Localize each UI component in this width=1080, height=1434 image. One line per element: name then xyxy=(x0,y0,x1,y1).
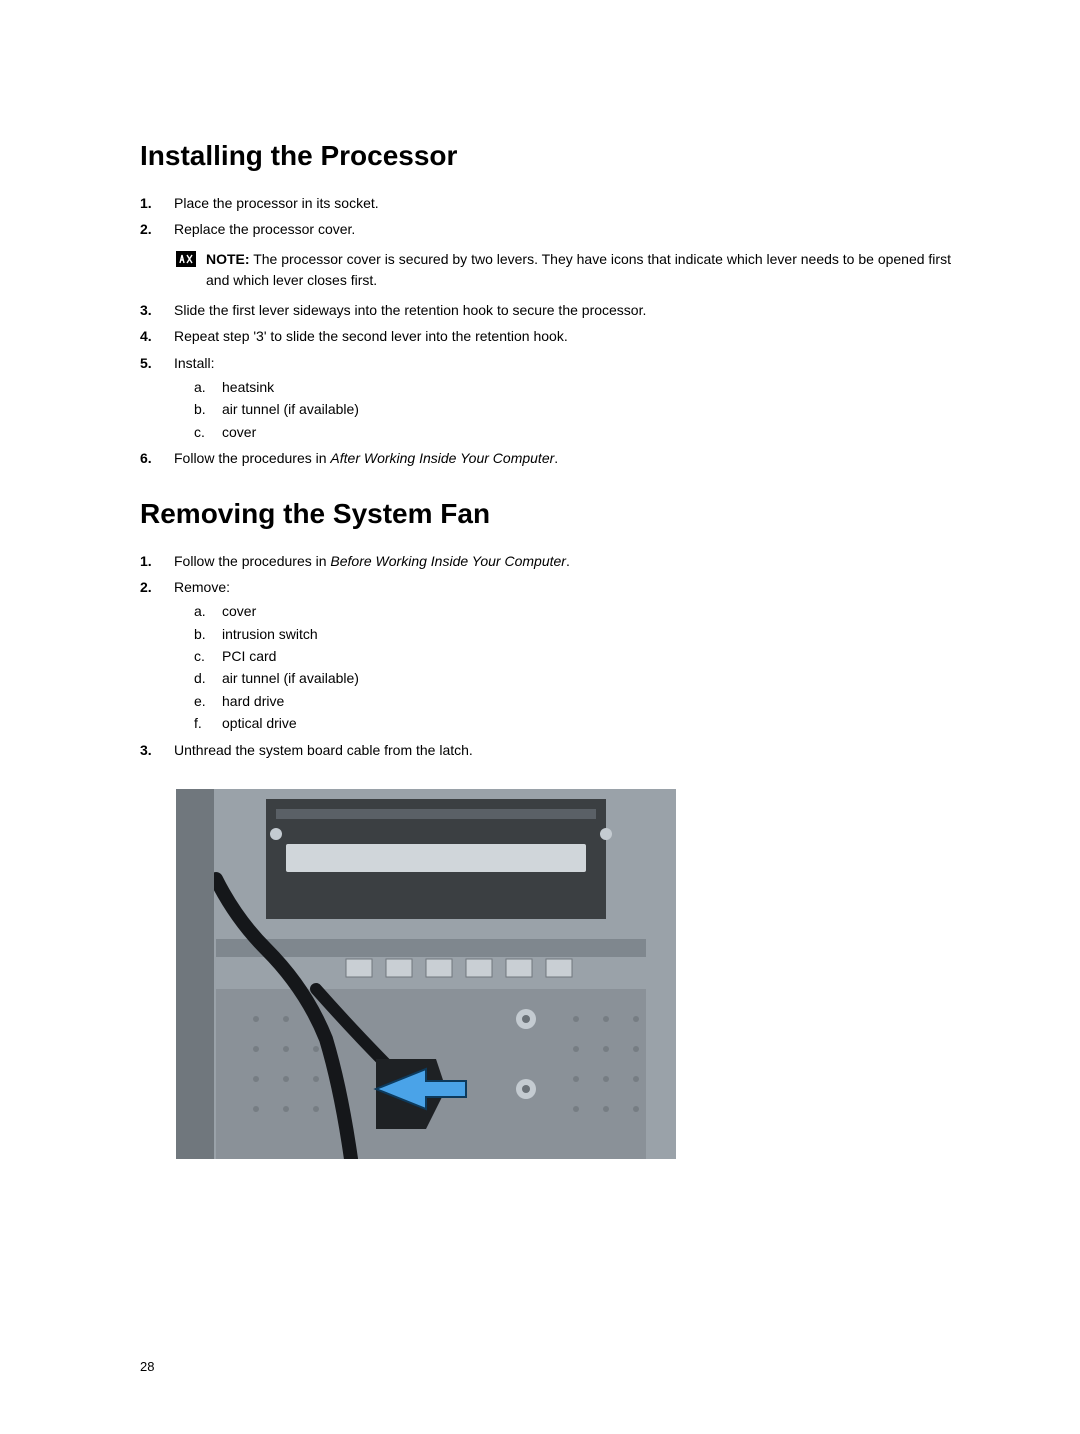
sub-text: cover xyxy=(222,421,256,443)
step-number: 2. xyxy=(140,218,174,240)
note-label: NOTE: xyxy=(206,251,250,267)
system-fan-figure xyxy=(176,789,676,1159)
step-text: Repeat step '3' to slide the second leve… xyxy=(174,325,960,347)
sublist-item: a.cover xyxy=(194,600,960,622)
sub-text: air tunnel (if available) xyxy=(222,398,359,420)
list-item: 4. Repeat step '3' to slide the second l… xyxy=(140,325,960,347)
installing-steps-list: 1. Place the processor in its socket. 2.… xyxy=(140,192,960,470)
sublist-item: b.intrusion switch xyxy=(194,623,960,645)
sublist-item: d.air tunnel (if available) xyxy=(194,667,960,689)
step-text: Follow the procedures in After Working I… xyxy=(174,447,960,469)
removing-steps-list: 1. Follow the procedures in Before Worki… xyxy=(140,550,960,762)
step-text-italic: Before Working Inside Your Computer xyxy=(330,553,566,569)
step-text: Place the processor in its socket. xyxy=(174,192,960,214)
sub-label: d. xyxy=(194,667,222,689)
remove-sublist: a.cover b.intrusion switch c.PCI card d.… xyxy=(194,600,960,734)
sub-text: heatsink xyxy=(222,376,274,398)
sub-label: c. xyxy=(194,421,222,443)
step-text: Unthread the system board cable from the… xyxy=(174,739,960,761)
step-text: Remove: xyxy=(174,576,960,598)
list-item: 6. Follow the procedures in After Workin… xyxy=(140,447,960,469)
step-text-post: . xyxy=(554,450,558,466)
step-number: 2. xyxy=(140,576,174,598)
section-heading-installing-processor: Installing the Processor xyxy=(140,140,960,172)
page-number: 28 xyxy=(140,1359,154,1374)
step-text: Follow the procedures in Before Working … xyxy=(174,550,960,572)
step-text: Replace the processor cover. xyxy=(174,218,960,240)
step-number: 6. xyxy=(140,447,174,469)
sublist-item: c.PCI card xyxy=(194,645,960,667)
sub-label: e. xyxy=(194,690,222,712)
section-heading-removing-fan: Removing the System Fan xyxy=(140,498,960,530)
sublist-item: f.optical drive xyxy=(194,712,960,734)
sublist-item: a.heatsink xyxy=(194,376,960,398)
note-icon xyxy=(176,251,196,267)
sub-label: a. xyxy=(194,600,222,622)
note-callout: NOTE: The processor cover is secured by … xyxy=(176,249,960,291)
step-text-pre: Follow the procedures in xyxy=(174,553,330,569)
list-item: 3. Slide the first lever sideways into t… xyxy=(140,299,960,321)
sublist-item: e.hard drive xyxy=(194,690,960,712)
step-text: Slide the first lever sideways into the … xyxy=(174,299,960,321)
sub-label: f. xyxy=(194,712,222,734)
note-body: The processor cover is secured by two le… xyxy=(206,251,951,288)
step-number: 3. xyxy=(140,739,174,761)
sub-text: cover xyxy=(222,600,256,622)
sub-text: PCI card xyxy=(222,645,276,667)
sub-label: b. xyxy=(194,398,222,420)
sub-text: air tunnel (if available) xyxy=(222,667,359,689)
list-item: 1. Follow the procedures in Before Worki… xyxy=(140,550,960,572)
sub-text: hard drive xyxy=(222,690,284,712)
sub-label: a. xyxy=(194,376,222,398)
list-item: 1. Place the processor in its socket. xyxy=(140,192,960,214)
step-number: 1. xyxy=(140,192,174,214)
step-number: 5. xyxy=(140,352,174,374)
sub-text: intrusion switch xyxy=(222,623,318,645)
sublist-item: b.air tunnel (if available) xyxy=(194,398,960,420)
step-text-italic: After Working Inside Your Computer xyxy=(330,450,554,466)
list-item: 2. Replace the processor cover. NOTE: Th… xyxy=(140,218,960,290)
list-item: 5. Install: a.heatsink b.air tunnel (if … xyxy=(140,352,960,444)
note-text: NOTE: The processor cover is secured by … xyxy=(206,249,960,291)
sub-label: b. xyxy=(194,623,222,645)
sub-text: optical drive xyxy=(222,712,297,734)
step-number: 1. xyxy=(140,550,174,572)
sublist-item: c.cover xyxy=(194,421,960,443)
step-text-pre: Follow the procedures in xyxy=(174,450,330,466)
step-number: 4. xyxy=(140,325,174,347)
step-text: Install: xyxy=(174,352,960,374)
list-item: 3. Unthread the system board cable from … xyxy=(140,739,960,761)
install-sublist: a.heatsink b.air tunnel (if available) c… xyxy=(194,376,960,443)
list-item: 2. Remove: a.cover b.intrusion switch c.… xyxy=(140,576,960,735)
step-text-post: . xyxy=(566,553,570,569)
sub-label: c. xyxy=(194,645,222,667)
step-number: 3. xyxy=(140,299,174,321)
